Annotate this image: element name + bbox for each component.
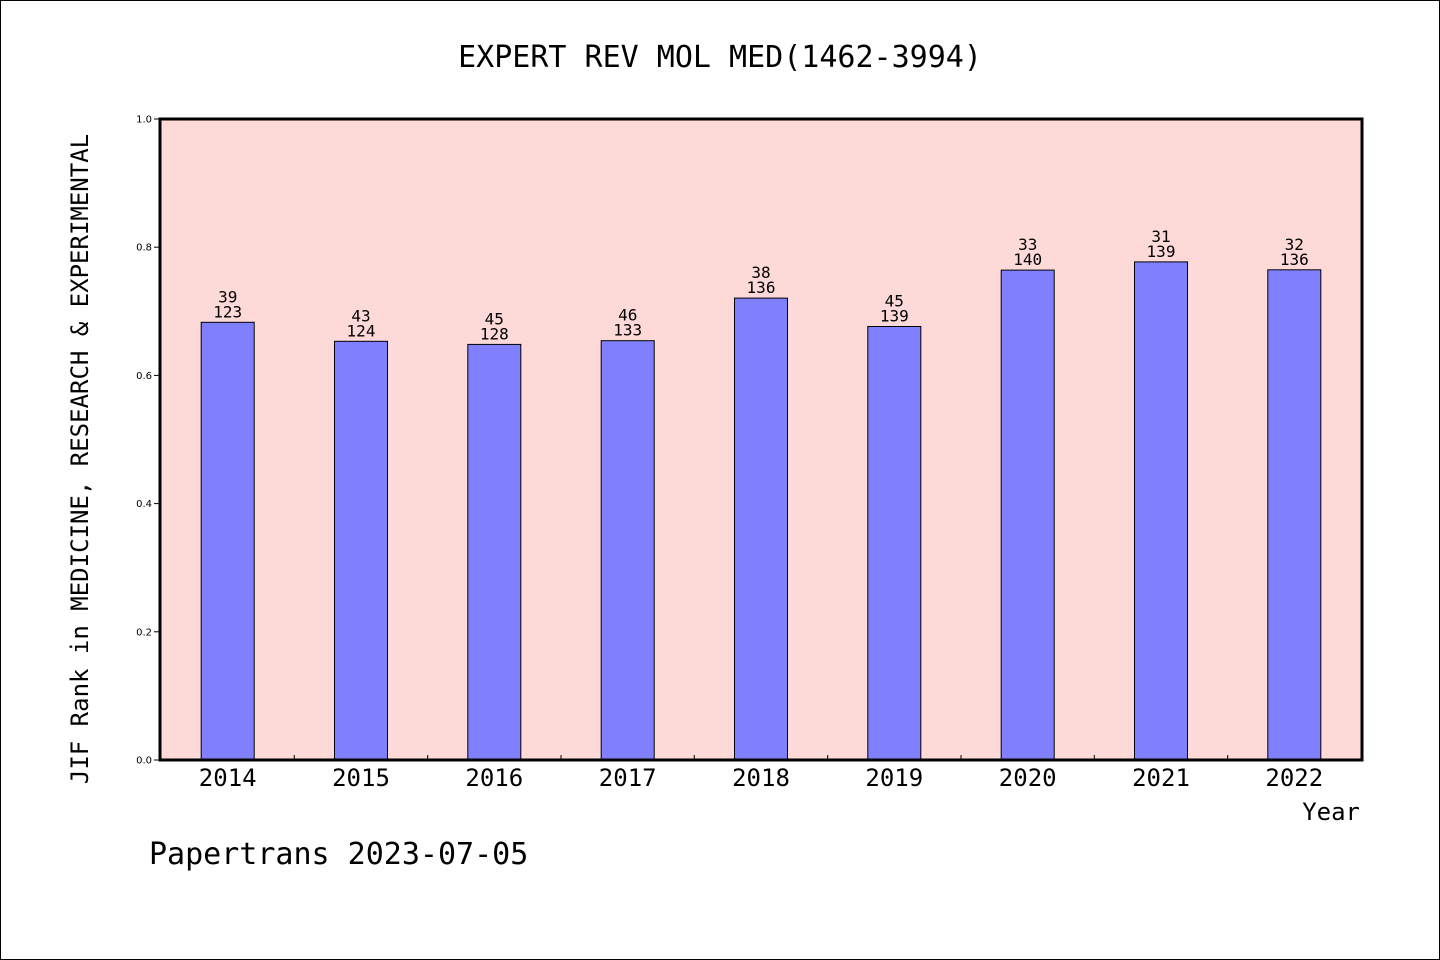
bar-rank-label: 38 bbox=[751, 263, 770, 282]
bar-2020 bbox=[1000, 269, 1055, 761]
y-tick-label: 1.0 bbox=[136, 115, 152, 126]
x-tick-label: 2020 bbox=[999, 764, 1057, 792]
bar-rank-label: 32 bbox=[1285, 235, 1304, 254]
bar-2018 bbox=[734, 297, 788, 761]
bar-rank-label: 45 bbox=[885, 292, 904, 311]
y-tick-label: 0.6 bbox=[136, 371, 152, 382]
y-axis: 0.0 0.2 0.4 0.6 0.8 1.0 bbox=[136, 115, 160, 767]
plot-frame bbox=[158, 117, 1364, 762]
bar-rank-label: 43 bbox=[351, 306, 370, 325]
bar-total-label: 124 bbox=[347, 321, 376, 340]
bar-2022 bbox=[1267, 269, 1322, 761]
bar-total-label: 128 bbox=[480, 324, 509, 343]
bar-rank-label: 46 bbox=[618, 306, 637, 325]
bar-rank-label: 31 bbox=[1151, 227, 1170, 246]
bar-total-label: 139 bbox=[880, 307, 909, 326]
bar-total-label: 123 bbox=[213, 302, 242, 321]
y-tick-label: 0.2 bbox=[136, 627, 152, 638]
y-tick-label: 0.0 bbox=[136, 756, 152, 767]
footer-credit: Papertrans 2023-07-05 bbox=[149, 837, 528, 872]
bar-2014 bbox=[200, 321, 255, 761]
bar-2017 bbox=[600, 340, 655, 761]
x-tick-label: 2018 bbox=[732, 764, 790, 792]
bar-2015 bbox=[334, 340, 388, 761]
bar-2019 bbox=[867, 326, 922, 761]
x-tick-label: 2021 bbox=[1132, 764, 1190, 792]
bar-2016 bbox=[467, 343, 522, 761]
bar-rank-label: 45 bbox=[485, 309, 504, 328]
x-axis-label: Year bbox=[1302, 798, 1360, 826]
bars-layer bbox=[200, 261, 1322, 761]
bar-rank-label: 39 bbox=[218, 287, 237, 306]
y-tick-label: 0.8 bbox=[136, 243, 152, 254]
x-tick-label: 2017 bbox=[599, 764, 657, 792]
bar-total-label: 136 bbox=[747, 278, 776, 297]
bar-2021 bbox=[1134, 261, 1188, 761]
x-tick-label: 2014 bbox=[199, 764, 257, 792]
y-tick-label: 0.4 bbox=[136, 499, 152, 510]
bar-total-label: 139 bbox=[1147, 242, 1176, 261]
bar-total-label: 136 bbox=[1280, 250, 1309, 269]
x-tick-label: 2015 bbox=[332, 764, 390, 792]
y-axis-label: JIF Rank in MEDICINE, RESEARCH & EXPERIM… bbox=[66, 134, 94, 784]
x-tick-label: 2022 bbox=[1265, 764, 1323, 792]
x-tick-label: 2016 bbox=[465, 764, 523, 792]
bar-rank-label: 33 bbox=[1018, 235, 1037, 254]
bar-total-label: 140 bbox=[1013, 250, 1042, 269]
x-axis: 2014 2015 2016 2017 2018 2019 2020 2021 2022 bbox=[199, 755, 1323, 792]
bar-total-label: 133 bbox=[613, 321, 642, 340]
x-tick-label: 2019 bbox=[865, 764, 923, 792]
chart-title: EXPERT REV MOL MED(1462-3994) bbox=[458, 40, 982, 75]
